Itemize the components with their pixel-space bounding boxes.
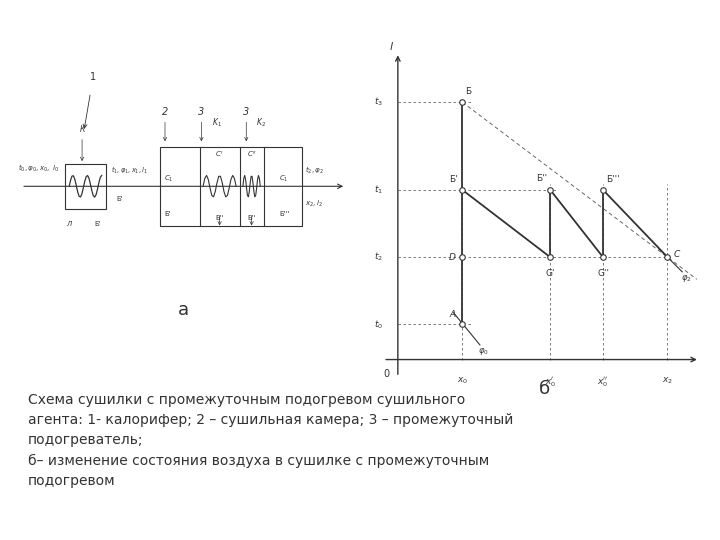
Text: $t_0,\varphi_0,x_0,\ l_0$: $t_0,\varphi_0,x_0,\ l_0$ bbox=[18, 163, 59, 174]
Text: $C_1$: $C_1$ bbox=[279, 174, 289, 184]
Text: Б''': Б''' bbox=[606, 175, 620, 184]
Text: $K_2$: $K_2$ bbox=[256, 117, 266, 130]
Text: б: б bbox=[539, 380, 550, 398]
Text: Б': Б' bbox=[116, 195, 122, 201]
Bar bbox=[66, 164, 106, 208]
Text: $C'$: $C'$ bbox=[215, 149, 224, 159]
Text: 0: 0 bbox=[383, 369, 390, 379]
Text: а: а bbox=[178, 301, 189, 319]
Text: Б': Б' bbox=[164, 211, 171, 217]
Text: Б''': Б''' bbox=[279, 211, 290, 217]
Text: $t_2$: $t_2$ bbox=[374, 251, 383, 264]
Text: Л: Л bbox=[66, 221, 71, 227]
Text: A: A bbox=[449, 309, 455, 319]
Text: 2: 2 bbox=[162, 107, 168, 117]
Text: $t_2,\varphi_2$: $t_2,\varphi_2$ bbox=[305, 165, 324, 177]
Text: $t_1$: $t_1$ bbox=[374, 184, 383, 196]
Text: Б'': Б'' bbox=[248, 215, 256, 221]
Text: $\varphi_2$: $\varphi_2$ bbox=[680, 273, 691, 284]
Text: Б': Б' bbox=[94, 221, 101, 227]
Text: $t_1,\varphi_1,x_1,l_1$: $t_1,\varphi_1,x_1,l_1$ bbox=[111, 165, 148, 177]
Text: Б'': Б'' bbox=[215, 215, 224, 221]
Text: $x_0'$: $x_0'$ bbox=[544, 376, 556, 389]
Text: $t_3$: $t_3$ bbox=[374, 96, 383, 109]
Bar bbox=[160, 147, 302, 226]
Text: Б': Б' bbox=[449, 175, 458, 184]
Text: $x_2$: $x_2$ bbox=[662, 376, 673, 386]
Text: G'': G'' bbox=[597, 269, 609, 278]
Text: $x_2,l_2$: $x_2,l_2$ bbox=[305, 199, 323, 209]
Text: G': G' bbox=[546, 269, 555, 278]
Text: $C_1$: $C_1$ bbox=[164, 174, 174, 184]
Text: $x_0''$: $x_0''$ bbox=[598, 376, 608, 389]
Text: D: D bbox=[449, 253, 456, 262]
Text: $l$: $l$ bbox=[390, 40, 395, 52]
Text: Б'': Б'' bbox=[536, 173, 547, 183]
Text: $K_1$: $K_1$ bbox=[212, 117, 222, 130]
Text: $1$: $1$ bbox=[89, 70, 96, 82]
Text: 3: 3 bbox=[198, 107, 204, 117]
Text: $x_0$: $x_0$ bbox=[456, 376, 468, 386]
Text: $C''$: $C''$ bbox=[246, 149, 256, 159]
Text: 3: 3 bbox=[243, 107, 249, 117]
Text: $\varphi_0$: $\varphi_0$ bbox=[479, 346, 490, 357]
Text: Б: Б bbox=[465, 87, 472, 96]
Text: $t_0$: $t_0$ bbox=[374, 318, 383, 330]
Text: C: C bbox=[673, 249, 680, 259]
Text: К: К bbox=[79, 125, 85, 134]
Text: Схема сушилки с промежуточным подогревом сушильного
агента: 1- калорифер; 2 – су: Схема сушилки с промежуточным подогревом… bbox=[28, 393, 513, 488]
